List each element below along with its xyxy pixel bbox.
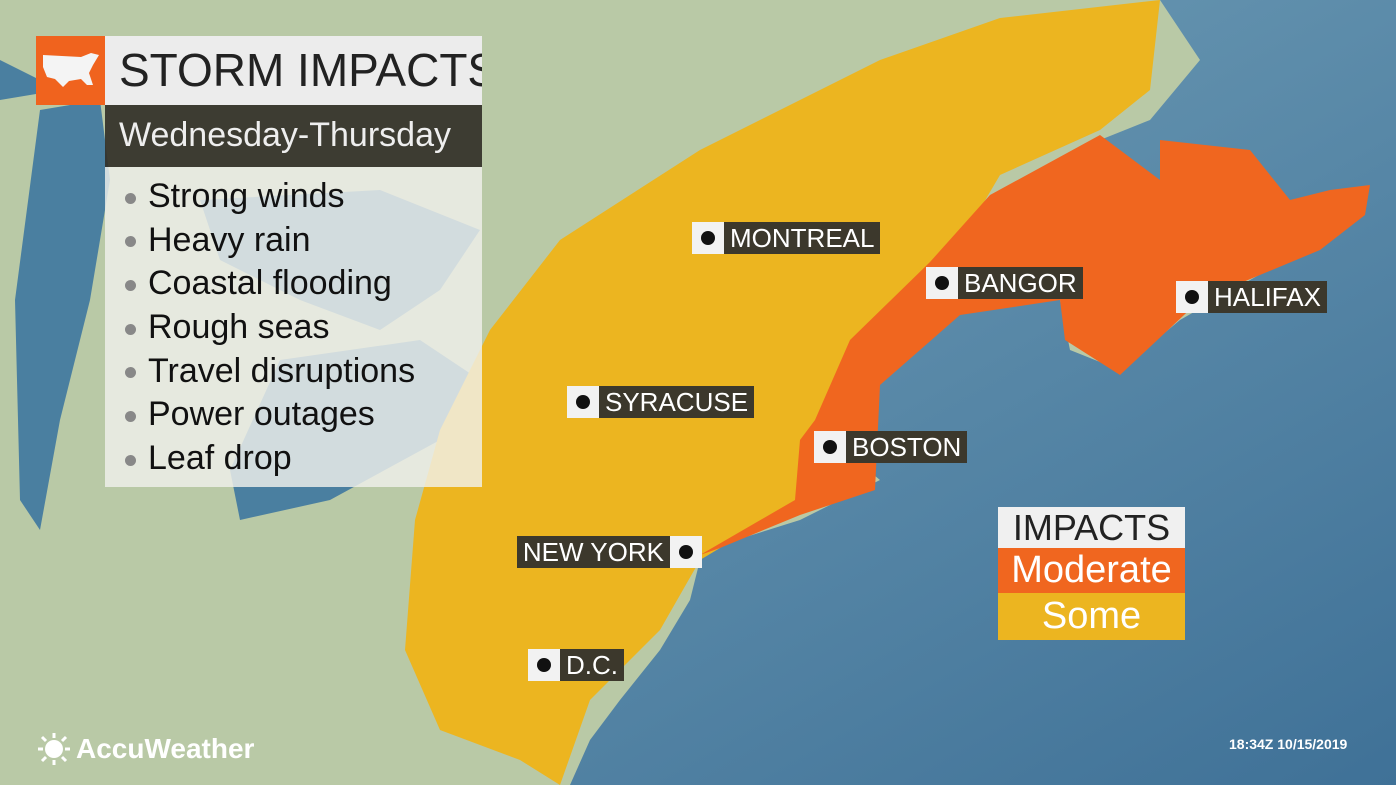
- city-label: BANGOR: [958, 267, 1083, 299]
- city-label: HALIFAX: [1208, 281, 1327, 313]
- city-dot-icon: [926, 267, 958, 299]
- list-item: Leaf drop: [125, 437, 482, 481]
- city-label: BOSTON: [846, 431, 968, 463]
- accuweather-logo: AccuWeather: [38, 733, 254, 765]
- city-dot-icon: [567, 386, 599, 418]
- page-title: STORM IMPACTS: [105, 36, 482, 105]
- city-halifax: HALIFAX: [1176, 281, 1327, 313]
- impacts-list: Strong winds Heavy rain Coastal flooding…: [105, 167, 482, 487]
- city-dot-icon: [1176, 281, 1208, 313]
- list-item: Power outages: [125, 393, 482, 437]
- city-syracuse: SYRACUSE: [567, 386, 755, 418]
- some-impact-zone: [405, 0, 1160, 785]
- city-boston: BOSTON: [814, 431, 968, 463]
- list-item: Travel disruptions: [125, 350, 482, 394]
- city-dc: D.C.: [528, 649, 624, 681]
- city-dot-icon: [670, 536, 702, 568]
- sun-icon: [38, 733, 70, 765]
- city-label: MONTREAL: [724, 222, 881, 254]
- list-item: Heavy rain: [125, 219, 482, 263]
- list-item: Coastal flooding: [125, 262, 482, 306]
- legend-some: Some: [998, 593, 1185, 640]
- us-map-icon: [36, 36, 105, 105]
- city-dot-icon: [692, 222, 724, 254]
- page-subtitle: Wednesday-Thursday: [105, 105, 482, 167]
- timestamp: 18:34Z 10/15/2019: [1229, 736, 1348, 752]
- legend-moderate: Moderate: [998, 548, 1185, 593]
- legend: IMPACTS Moderate Some: [998, 507, 1185, 640]
- list-item: Rough seas: [125, 306, 482, 350]
- city-dot-icon: [528, 649, 560, 681]
- legend-title: IMPACTS: [998, 507, 1185, 548]
- city-label: SYRACUSE: [599, 386, 755, 418]
- city-montreal: MONTREAL: [692, 222, 881, 254]
- list-item: Strong winds: [125, 175, 482, 219]
- city-label: NEW YORK: [516, 536, 670, 568]
- city-bangor: BANGOR: [926, 267, 1083, 299]
- brand-name: AccuWeather: [76, 733, 255, 764]
- city-dot-icon: [814, 431, 846, 463]
- city-new-york: NEW YORK: [516, 536, 702, 568]
- city-label: D.C.: [560, 649, 624, 681]
